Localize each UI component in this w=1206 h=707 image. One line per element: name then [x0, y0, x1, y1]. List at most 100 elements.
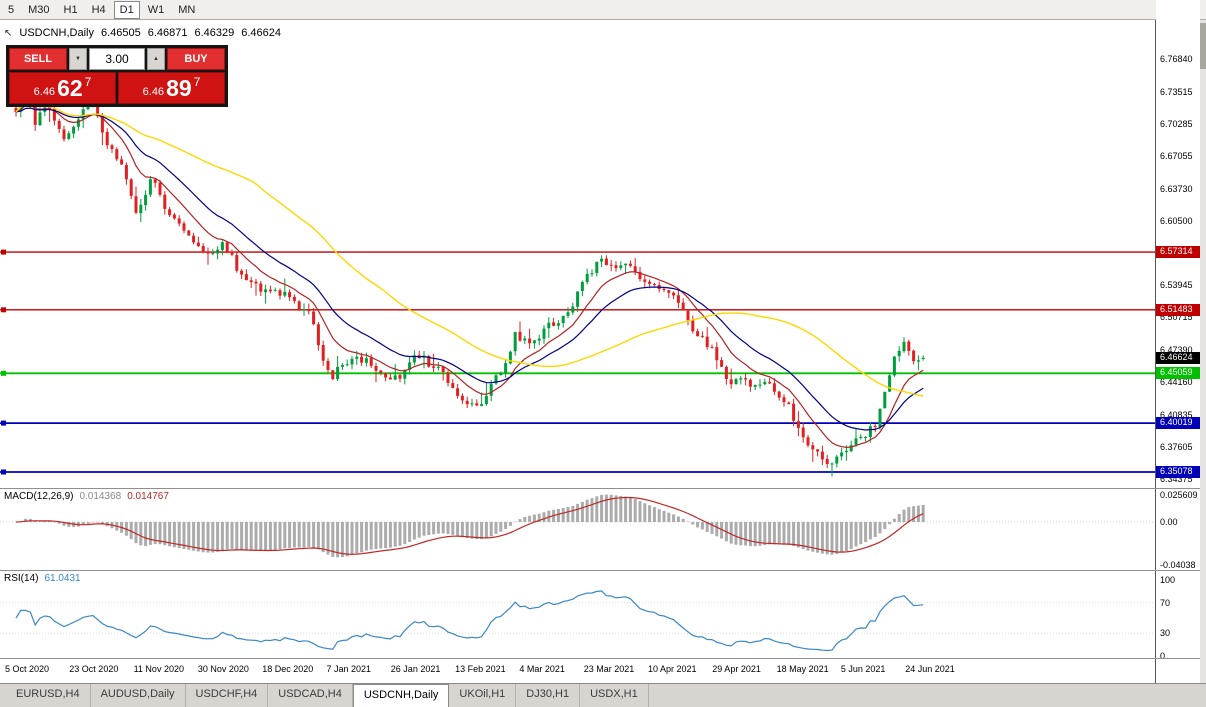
high-value: 6.46871 [147, 27, 188, 39]
date-axis-label: 4 Mar 2021 [519, 664, 565, 674]
panel-divider [0, 488, 1206, 489]
trade-controls-row: SELL ▼ ▲ BUY [9, 48, 225, 70]
sell-price-display[interactable]: 6.46 62 7 [9, 72, 116, 104]
axis-separator [1155, 20, 1156, 683]
date-axis-label: 7 Jan 2021 [326, 664, 372, 674]
low-value: 6.46329 [194, 27, 235, 39]
rsi-axis-tick: 30 [1160, 628, 1171, 639]
timeframe-button-h4[interactable]: H4 [91, 3, 106, 16]
chart-tab-audusd-daily[interactable]: AUDUSD,Daily [91, 684, 186, 707]
chart-tab-ukoil-h1[interactable]: UKOil,H1 [449, 684, 517, 707]
price-axis-tick: 6.73515 [1160, 86, 1193, 97]
one-click-trade-panel: SELL ▼ ▲ BUY 6.46 62 7 6.46 89 7 [6, 45, 228, 107]
date-axis-label: 23 Oct 2020 [69, 664, 119, 674]
macd-label: MACD(12,26,9) 0.014368 0.014767 [4, 491, 169, 502]
sell-price-prefix: 6.46 [33, 86, 56, 98]
price-axis-tick: 6.37605 [1160, 441, 1193, 452]
macd-axis-tick: 0.025609 [1160, 489, 1198, 500]
price-axis-tick: 6.70285 [1160, 118, 1193, 129]
rsi-indicator-chart[interactable] [0, 571, 1155, 658]
date-axis: 5 Oct 2020 23 Oct 2020 11 Nov 2020 30 Nov 2… [0, 659, 1155, 683]
price-level-badge: 6.46624 [1156, 351, 1200, 364]
date-axis-label: 23 Mar 2021 [583, 664, 635, 674]
chart-tab-eurusd-h4[interactable]: EURUSD,H4 [6, 684, 91, 707]
date-axis-label: 13 Feb 2021 [455, 664, 506, 674]
buy-price-prefix: 6.46 [142, 86, 165, 98]
price-axis-tick: 6.63730 [1160, 183, 1193, 194]
macd-axis-tick: -0.04038 [1160, 559, 1196, 570]
rsi-name: RSI(14) [4, 573, 39, 584]
rsi-value: 61.0431 [44, 573, 81, 584]
panel-divider [0, 658, 1206, 659]
price-level-badge: 6.40019 [1156, 417, 1200, 430]
price-level-badge: 6.51483 [1156, 303, 1200, 316]
timeframe-toolbar: 5 M30 H1 H4 D1 W1 MN [0, 0, 1206, 20]
chart-tab-bar: EURUSD,H4 AUDUSD,Daily USDCHF,H4 USDCAD,H4 U… [0, 683, 1206, 707]
price-axis-tick: 6.67055 [1160, 150, 1193, 161]
date-axis-label: 18 Dec 2020 [262, 664, 314, 674]
rsi-axis-tick: 70 [1160, 597, 1171, 608]
timeframe-button-mn[interactable]: MN [178, 3, 196, 16]
date-axis-label: 24 Jun 2021 [905, 664, 955, 674]
main-price-chart[interactable] [0, 20, 1155, 488]
macd-main-value: 0.014368 [79, 491, 122, 502]
price-axis-tick: 6.34375 [1160, 473, 1193, 484]
buy-price-pips: 89 [166, 75, 192, 101]
chart-ohlc-header: ↖ USDCNH,Daily 6.46505 6.46871 6.46329 6… [4, 27, 281, 39]
buy-price-point: 7 [193, 75, 201, 89]
price-axis-tick: 6.47390 [1160, 345, 1193, 356]
rsi-axis-tick: 100 [1160, 575, 1176, 585]
macd-name: MACD(12,26,9) [4, 491, 74, 502]
close-value: 6.46624 [241, 27, 282, 39]
price-axis-tick: 6.50715 [1160, 312, 1193, 323]
date-axis-label: 26 Jan 2021 [390, 664, 441, 674]
price-axis-tick: 6.44160 [1160, 377, 1193, 388]
date-axis-label: 30 Nov 2020 [197, 664, 249, 674]
timeframe-button-w1[interactable]: W1 [147, 3, 165, 16]
timeframe-button-5[interactable]: 5 [8, 3, 15, 16]
price-level-badge: 6.45059 [1156, 367, 1200, 380]
chart-tab-usdcnh-daily[interactable]: USDCNH,Daily [352, 684, 450, 707]
price-axis-tick: 6.53945 [1160, 280, 1193, 291]
price-axis: 6.76840 6.73515 6.70285 6.67055 6.63730 6.605… [1156, 0, 1200, 683]
volume-increase-button[interactable]: ▲ [147, 48, 165, 70]
price-level-badge: 6.35078 [1156, 465, 1200, 478]
macd-indicator-chart[interactable] [0, 489, 1155, 570]
sell-price-pips: 62 [57, 75, 83, 101]
price-axis-tick: 6.40835 [1160, 410, 1193, 421]
buy-button[interactable]: BUY [167, 48, 225, 70]
volume-input[interactable] [89, 48, 145, 70]
buy-price-display[interactable]: 6.46 89 7 [118, 72, 225, 104]
price-level-badge: 6.57314 [1156, 246, 1200, 259]
sell-button[interactable]: SELL [9, 48, 67, 70]
volume-decrease-button[interactable]: ▼ [69, 48, 87, 70]
macd-axis-tick: 0.00 [1160, 517, 1178, 527]
panel-divider [0, 570, 1206, 571]
date-axis-label: 5 Jun 2021 [840, 664, 886, 674]
trade-prices-row: 6.46 62 7 6.46 89 7 [9, 72, 225, 104]
open-value: 6.46505 [100, 27, 141, 39]
chart-symbol-label: USDCNH,Daily [19, 27, 94, 39]
chart-tab-usdchf-h4[interactable]: USDCHF,H4 [186, 684, 269, 707]
chart-tab-usdx-h1[interactable]: USDX,H1 [580, 684, 649, 707]
cursor-icon: ↖ [4, 27, 13, 39]
vertical-scrollbar[interactable] [1200, 20, 1206, 683]
price-axis-tick: 6.76840 [1160, 54, 1193, 64]
sell-price-point: 7 [84, 75, 92, 89]
date-axis-label: 10 Apr 2021 [648, 664, 697, 674]
date-axis-label: 18 May 2021 [776, 664, 829, 674]
rsi-label: RSI(14) 61.0431 [4, 573, 81, 584]
timeframe-button-m30[interactable]: M30 [28, 3, 50, 16]
date-axis-label: 11 Nov 2020 [133, 664, 184, 674]
price-axis-tick: 6.60500 [1160, 215, 1193, 226]
chart-tab-dj30-h1[interactable]: DJ30,H1 [516, 684, 581, 707]
timeframe-button-d1[interactable]: D1 [113, 0, 140, 19]
timeframe-button-h1[interactable]: H1 [63, 3, 78, 16]
date-axis-label: 5 Oct 2020 [5, 664, 50, 674]
scrollbar-thumb[interactable] [1200, 23, 1206, 69]
date-axis-label: 29 Apr 2021 [712, 664, 761, 674]
rsi-axis-tick: 0 [1160, 651, 1166, 661]
macd-signal-value: 0.014767 [127, 491, 169, 502]
chart-tab-usdcad-h4[interactable]: USDCAD,H4 [268, 684, 353, 707]
